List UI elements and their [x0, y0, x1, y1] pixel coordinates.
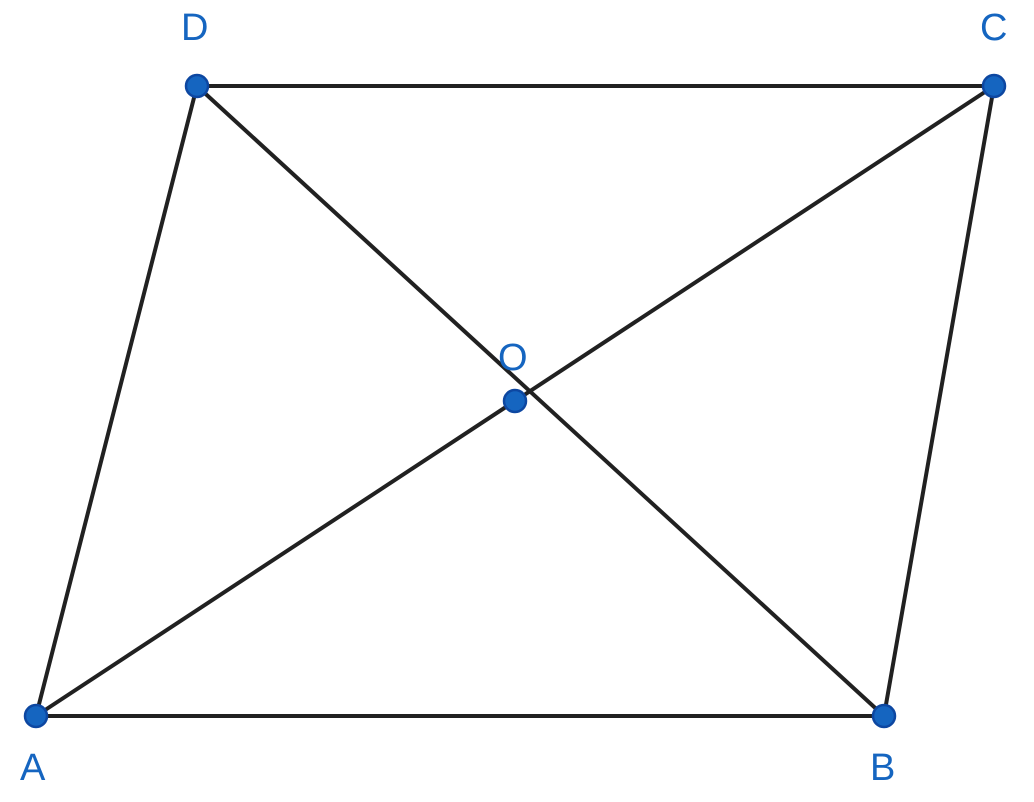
label-D: D: [181, 7, 208, 49]
point-B: [873, 705, 895, 727]
point-D: [186, 75, 208, 97]
geometry-diagram: A B C D O: [0, 0, 1034, 802]
points-layer: [25, 75, 1005, 727]
edge-DA: [36, 86, 197, 716]
edge-BD: [197, 86, 884, 716]
label-B: B: [870, 747, 895, 789]
point-A: [25, 705, 47, 727]
point-O: [504, 390, 526, 412]
edge-BC: [884, 86, 994, 716]
point-C: [983, 75, 1005, 97]
label-C: C: [980, 7, 1007, 49]
label-O: O: [498, 337, 528, 379]
label-A: A: [20, 747, 46, 789]
